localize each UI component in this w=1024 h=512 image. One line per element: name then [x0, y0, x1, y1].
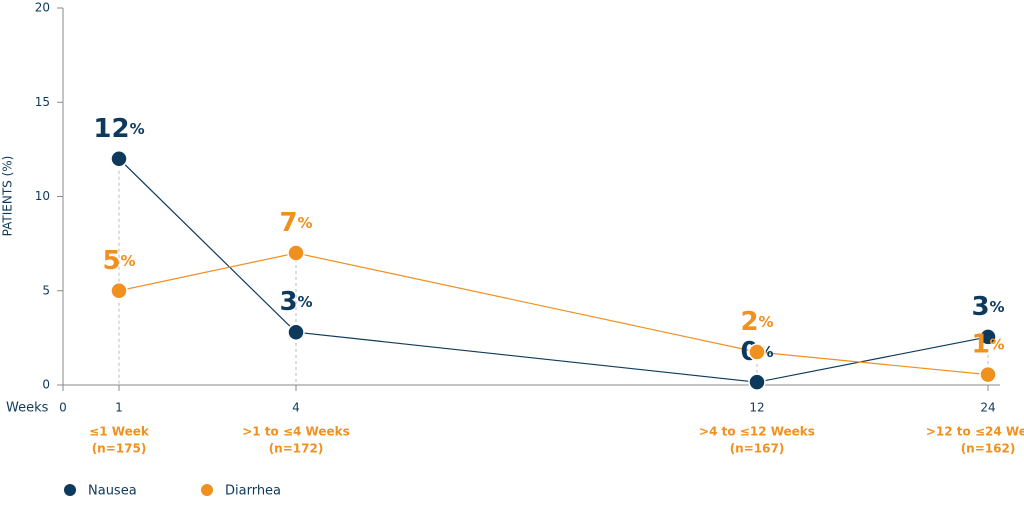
category-label: >4 to ≤12 Weeks	[699, 425, 815, 439]
value-label: 7%	[279, 208, 312, 238]
value-label: 12%	[93, 113, 144, 143]
value-label: 2%	[740, 307, 773, 337]
x-tick-label: 0	[59, 401, 67, 415]
category-label: (n=167)	[730, 442, 785, 456]
y-tick-label: 15	[35, 95, 50, 109]
x-tick-label: 24	[980, 401, 995, 415]
data-point	[748, 343, 766, 361]
value-label: 1%	[971, 329, 1004, 359]
category-label: >12 to ≤24 Weeks	[926, 425, 1024, 439]
y-axis-label: PATIENTS (%)	[1, 156, 15, 237]
legend-marker	[201, 484, 213, 496]
data-point	[287, 244, 305, 262]
x-tick-label: 1	[115, 401, 123, 415]
data-point	[110, 150, 128, 168]
category-label: ≤1 Week	[89, 425, 150, 439]
data-point	[110, 282, 128, 300]
series-line	[118, 252, 989, 376]
data-point	[748, 373, 766, 391]
series-line	[118, 158, 989, 383]
data-point	[979, 365, 997, 384]
legend-label: Nausea	[88, 484, 137, 499]
x-tick-label: 4	[292, 401, 300, 415]
category-label: (n=162)	[961, 442, 1016, 456]
y-tick-label: 20	[35, 1, 50, 15]
category-label: (n=175)	[92, 442, 147, 456]
y-tick-label: 5	[42, 283, 50, 297]
value-label: 5%	[102, 245, 135, 275]
y-tick-label: 10	[35, 189, 50, 203]
category-label: >1 to ≤4 Weeks	[242, 425, 350, 439]
y-tick-label: 0	[42, 378, 50, 392]
category-label: (n=172)	[269, 442, 324, 456]
x-axis-label: Weeks	[6, 401, 49, 416]
x-tick-label: 12	[749, 401, 764, 415]
data-point	[979, 328, 997, 346]
legend-label: Diarrhea	[225, 484, 281, 499]
legend-marker	[64, 484, 76, 496]
data-point	[287, 323, 305, 341]
value-label: 3%	[971, 291, 1004, 321]
value-label: 3%	[279, 287, 312, 317]
